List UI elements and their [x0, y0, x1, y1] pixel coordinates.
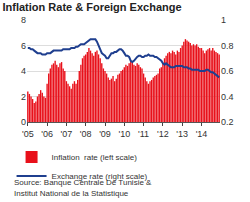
svg-text:0.2: 0.2 — [221, 117, 234, 127]
svg-text:Exchange rate (right scale): Exchange rate (right scale) — [52, 172, 148, 181]
svg-text:1: 1 — [221, 15, 226, 25]
svg-text:'14: '14 — [196, 129, 208, 139]
svg-text:'08: '08 — [80, 129, 92, 139]
svg-text:8: 8 — [21, 15, 26, 25]
svg-text:0.6: 0.6 — [221, 66, 234, 76]
svg-text:Source: Banque Centrale De Tun: Source: Banque Centrale De Tunisie & — [14, 178, 152, 187]
svg-text:'09: '09 — [99, 129, 111, 139]
svg-text:'06: '06 — [41, 129, 53, 139]
svg-text:'13: '13 — [176, 129, 188, 139]
svg-text:'11: '11 — [138, 129, 149, 139]
svg-text:4: 4 — [21, 66, 26, 76]
svg-text:0: 0 — [21, 117, 26, 127]
svg-text:'05: '05 — [22, 129, 34, 139]
svg-text:'10: '10 — [118, 129, 130, 139]
svg-text:0.8: 0.8 — [221, 41, 234, 51]
svg-text:'07: '07 — [61, 129, 73, 139]
svg-text:Institut National de la Statis: Institut National de la Statistique — [14, 189, 129, 198]
svg-text:Inflation rate (left scale): Inflation rate (left scale) — [52, 153, 138, 162]
svg-text:0.4: 0.4 — [221, 92, 234, 102]
svg-text:Inflation Rate & Foreign Excha: Inflation Rate & Foreign Exchange — [3, 1, 182, 13]
svg-text:2: 2 — [21, 92, 26, 102]
svg-text:6: 6 — [21, 41, 26, 51]
svg-text:'12: '12 — [157, 129, 169, 139]
